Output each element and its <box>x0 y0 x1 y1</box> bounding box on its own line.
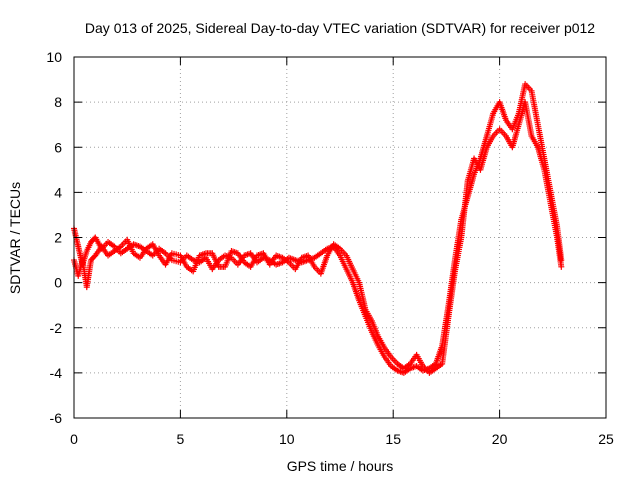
y-tick-label: 6 <box>54 139 62 155</box>
tick-layer: 0 5 10 15 20 25 -6 -4 -2 0 2 4 6 8 10 <box>46 49 614 447</box>
y-tick-label: 10 <box>46 49 62 65</box>
x-tick-label: 15 <box>385 431 401 447</box>
data-layer <box>71 81 565 376</box>
x-tick-label: 25 <box>598 431 614 447</box>
x-tick-label: 20 <box>492 431 508 447</box>
x-tick-label: 10 <box>279 431 295 447</box>
chart-title: Day 013 of 2025, Sidereal Day-to-day VTE… <box>85 20 595 36</box>
data-point-secondary <box>558 263 565 270</box>
x-axis-label: GPS time / hours <box>287 458 394 474</box>
x-tick-label: 0 <box>70 431 78 447</box>
y-axis-label: SDTVAR / TECUs <box>7 182 23 294</box>
y-tick-label: 4 <box>54 184 62 200</box>
y-tick-label: -6 <box>50 410 63 426</box>
grid-layer <box>74 57 606 418</box>
y-tick-label: 0 <box>54 275 62 291</box>
x-tick-label: 5 <box>177 431 185 447</box>
y-tick-label: 8 <box>54 94 62 110</box>
y-tick-label: 2 <box>54 230 62 246</box>
y-tick-label: -2 <box>50 320 63 336</box>
y-tick-label: -4 <box>50 365 63 381</box>
